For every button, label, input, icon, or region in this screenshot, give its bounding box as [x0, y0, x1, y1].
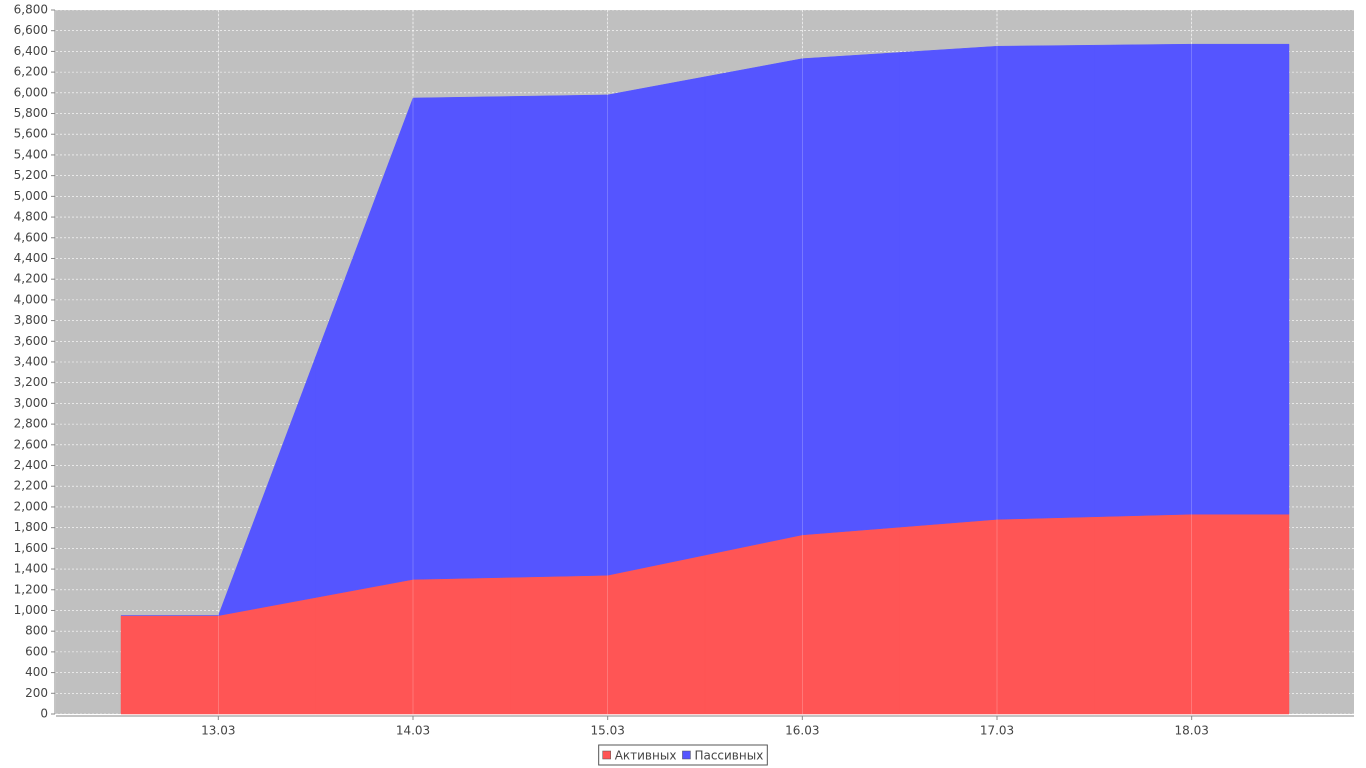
y-tick-label: 800	[25, 624, 48, 638]
x-tick-label: 18.03	[1174, 724, 1208, 738]
y-tick-label: 1,400	[14, 562, 48, 576]
y-tick-label: 4,000	[14, 292, 48, 306]
y-tick-label: 4,800	[14, 210, 48, 224]
legend-swatch	[602, 750, 611, 760]
x-tick-label: 17.03	[980, 724, 1014, 738]
y-tick-label: 0	[40, 707, 48, 721]
y-tick-label: 4,400	[14, 251, 48, 265]
y-tick-label: 400	[25, 665, 48, 679]
y-tick-label: 6,600	[14, 23, 48, 37]
y-tick-label: 6,200	[14, 65, 48, 79]
y-tick-label: 3,800	[14, 313, 48, 327]
y-tick-label: 4,600	[14, 230, 48, 244]
y-tick-label: 3,600	[14, 334, 48, 348]
y-tick-label: 3,200	[14, 375, 48, 389]
y-tick-label: 1,000	[14, 603, 48, 617]
y-tick-label: 1,800	[14, 520, 48, 534]
area-segment	[1094, 43, 1290, 518]
legend-swatch	[682, 750, 691, 760]
y-tick-label: 4,200	[14, 272, 48, 286]
y-tick-label: 5,400	[14, 147, 48, 161]
x-tick-label: 15.03	[590, 724, 624, 738]
y-tick-label: 5,200	[14, 168, 48, 182]
y-tick-label: 6,000	[14, 85, 48, 99]
y-tick-label: 6,800	[14, 3, 48, 17]
y-tick-label: 3,400	[14, 355, 48, 369]
y-tick-label: 2,600	[14, 437, 48, 451]
y-tick-label: 1,600	[14, 541, 48, 555]
y-tick-label: 5,800	[14, 106, 48, 120]
y-tick-label: 6,400	[14, 44, 48, 58]
y-tick-label: 200	[25, 686, 48, 700]
y-tick-label: 3,000	[14, 396, 48, 410]
y-tick-label: 2,000	[14, 499, 48, 513]
y-tick-label: 5,600	[14, 127, 48, 141]
x-tick-label: 13.03	[201, 724, 235, 738]
y-tick-label: 1,200	[14, 582, 48, 596]
y-tick-label: 2,200	[14, 479, 48, 493]
x-tick-label: 16.03	[785, 724, 819, 738]
y-tick-label: 2,800	[14, 417, 48, 431]
y-tick-label: 2,400	[14, 458, 48, 472]
legend-label: Активных	[615, 749, 677, 763]
legend-label: Пассивных	[694, 749, 763, 763]
x-tick-label: 14.03	[396, 724, 430, 738]
y-tick-label: 600	[25, 644, 48, 658]
y-tick-label: 5,000	[14, 189, 48, 203]
